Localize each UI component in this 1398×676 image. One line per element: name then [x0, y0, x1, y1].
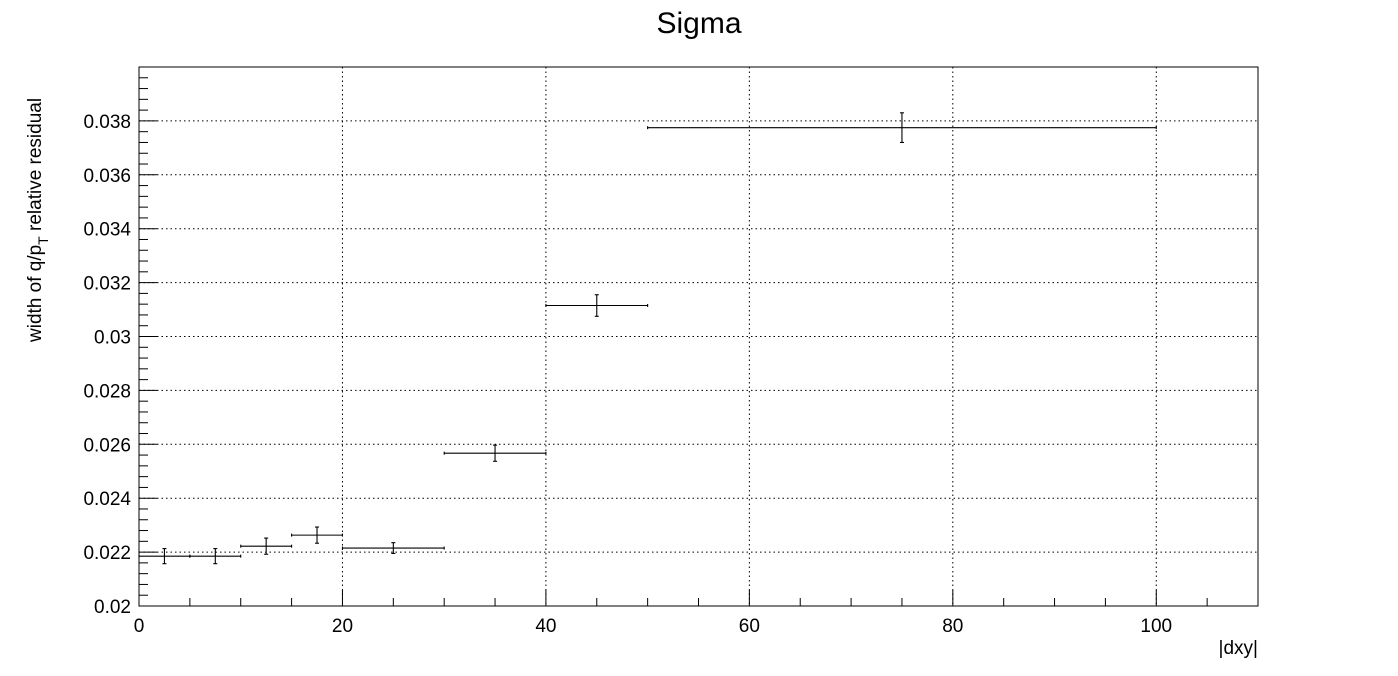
data-point [291, 526, 344, 544]
y-tick-label: 0.02 [94, 597, 131, 618]
y-tick-label: 0.032 [83, 274, 131, 295]
y-tick-label: 0.03 [94, 328, 131, 349]
data-point [138, 548, 191, 565]
data-points [138, 112, 1157, 565]
data-point [240, 537, 293, 555]
x-tick-label: 60 [739, 616, 760, 637]
y-tick-label: 0.026 [83, 435, 131, 456]
y-axis-label: width of q/pT relative residual [25, 98, 51, 343]
x-tick-label: 20 [332, 616, 353, 637]
y-axis-label-tail: relative residual [25, 98, 46, 236]
data-point [647, 112, 1157, 144]
data-point [443, 444, 547, 462]
chart-title: Sigma [656, 7, 741, 40]
x-tick-label: 80 [942, 616, 963, 637]
tick-labels: 0 20 40 60 80 100 0.02 0.022 0.024 0.026 0.028 0.03… [83, 112, 1172, 637]
grid [139, 67, 1258, 606]
x-tick-label: 100 [1140, 616, 1172, 637]
y-axis-label-subscript: T [35, 236, 51, 245]
data-point [189, 548, 242, 565]
axis-ticks [138, 66, 1259, 607]
y-tick-label: 0.034 [83, 220, 131, 241]
y-axis-label-main: width of q/p [25, 245, 46, 343]
x-tick-label: 0 [134, 616, 145, 637]
data-point [545, 294, 649, 317]
y-tick-label: 0.024 [83, 489, 131, 510]
data-point [341, 542, 445, 554]
y-tick-label: 0.022 [83, 543, 131, 564]
y-tick-label: 0.028 [83, 381, 131, 402]
x-axis-label: |dxy| [1219, 638, 1258, 659]
y-tick-label: 0.038 [83, 112, 131, 133]
x-tick-label: 40 [535, 616, 556, 637]
y-tick-label: 0.036 [83, 166, 131, 187]
